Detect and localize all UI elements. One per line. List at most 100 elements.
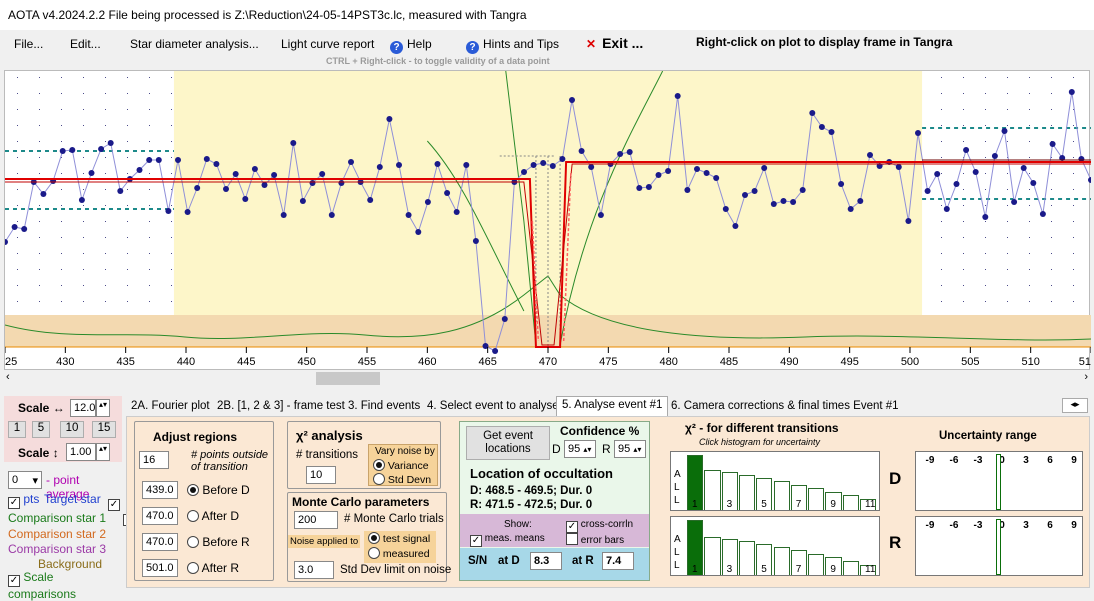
scale-v-input[interactable]: 1.00 <box>66 443 96 461</box>
tab-analyse-event[interactable]: 5. Analyse event #1 <box>556 396 669 416</box>
histogram-bar[interactable] <box>860 499 877 510</box>
histogram-bar[interactable] <box>704 536 721 575</box>
histogram-bar[interactable] <box>687 455 704 510</box>
point-average-select[interactable]: 0 ▾ <box>8 471 42 489</box>
tab-fourier[interactable]: 2A. Fourier plot <box>131 400 210 412</box>
data-point <box>924 188 931 194</box>
tab-scroll-icon[interactable]: ◂▸ <box>1062 398 1088 413</box>
before-r-radio[interactable] <box>187 536 199 548</box>
after-d-radio[interactable] <box>187 510 199 522</box>
menu-light-curve-report[interactable]: Light curve report <box>281 37 375 51</box>
points-outside-input[interactable]: 16 <box>139 451 169 469</box>
stddev-option[interactable]: Std Devn <box>373 473 431 486</box>
histogram-bar[interactable] <box>721 538 738 575</box>
histogram-bar[interactable] <box>790 550 808 575</box>
histogram-bar[interactable] <box>756 543 773 575</box>
before-r-value[interactable]: 470.0 <box>142 533 178 551</box>
histogram-bar[interactable] <box>842 495 859 510</box>
scale-comparisons-toggle[interactable]: ✓ Scale comparisons <box>8 570 122 601</box>
meas-means-checkbox[interactable]: ✓ <box>470 535 482 547</box>
data-point <box>780 198 787 204</box>
after-r-value[interactable]: 501.0 <box>142 559 178 577</box>
zoom-10-button[interactable]: 10 <box>60 421 84 438</box>
test-signal-option[interactable]: test signal <box>368 532 430 545</box>
histogram-bar[interactable] <box>842 561 859 575</box>
stddev-radio[interactable] <box>373 473 385 485</box>
histogram-bar[interactable] <box>825 491 842 510</box>
error-bars-checkbox[interactable] <box>566 533 578 545</box>
before-d-radio[interactable] <box>187 484 199 496</box>
confidence-r-input[interactable]: 95 ▴▾ <box>614 440 646 458</box>
menu-star-diameter[interactable]: Star diameter analysis... <box>130 37 259 51</box>
chi-histogram-d[interactable]: A L L 1 3 5 7 9 11 <box>670 451 880 511</box>
histogram-bar[interactable] <box>704 469 721 510</box>
after-r-radio[interactable] <box>187 562 199 574</box>
after-d-option[interactable]: After D <box>187 509 239 523</box>
scroll-right-icon[interactable]: › <box>1084 371 1088 383</box>
before-r-option[interactable]: Before R <box>187 535 250 549</box>
histogram-bar[interactable] <box>756 478 773 510</box>
meas-means-option[interactable]: ✓ meas. means <box>470 533 545 547</box>
histogram-bar[interactable] <box>808 488 825 510</box>
chi-histogram-r[interactable]: A L L 1 3 5 7 9 11 <box>670 516 880 576</box>
zoom-15-button[interactable]: 15 <box>92 421 116 438</box>
histogram-bar[interactable] <box>860 565 877 575</box>
tab-frame-test[interactable]: 2B. [1, 2 & 3] - frame test <box>217 400 345 412</box>
histogram-bar[interactable] <box>790 484 808 510</box>
scale-h-input[interactable]: 12.0 <box>70 399 96 417</box>
uncertainty-r[interactable]: -9 -6 -3 0 3 6 9 <box>915 516 1083 576</box>
transitions-input[interactable]: 10 <box>306 466 336 484</box>
histogram-bar[interactable] <box>808 554 825 575</box>
confidence-d-input[interactable]: 95 ▴▾ <box>564 440 596 458</box>
histogram-bar[interactable] <box>773 546 790 575</box>
histogram-bar[interactable] <box>738 474 756 510</box>
test-signal-radio[interactable] <box>368 532 380 544</box>
scale-v-spinner[interactable]: ▴▾ <box>96 443 110 461</box>
histogram-bar[interactable] <box>721 472 738 510</box>
menu-exit[interactable]: ✕ Exit ... <box>586 35 643 51</box>
mc-trials-input[interactable]: 200 <box>294 511 338 529</box>
light-curve-plot[interactable]: 25 430 435 440 445 450 455 460 465 470 475 480 485 49… <box>2 70 1094 371</box>
histogram-bar[interactable] <box>773 481 790 510</box>
tab-select-event[interactable]: 4. Select event to analyse <box>427 400 559 412</box>
variance-option[interactable]: Variance <box>373 459 429 472</box>
transitions-value: 10 <box>310 469 323 481</box>
grid-dot <box>39 205 40 206</box>
menu-file[interactable]: File... <box>14 37 44 51</box>
menu-edit[interactable]: Edit... <box>70 37 101 51</box>
sd-limit-input[interactable]: 3.0 <box>294 561 334 579</box>
measured-radio[interactable] <box>368 547 380 559</box>
variance-radio[interactable] <box>373 459 385 471</box>
zoom-1-button[interactable]: 1 <box>8 421 26 438</box>
pts-checkbox[interactable]: ✓ <box>8 497 20 509</box>
before-d-value[interactable]: 439.0 <box>142 481 178 499</box>
after-d-value[interactable]: 470.0 <box>142 507 178 525</box>
light-curve-svg[interactable]: 25 430 435 440 445 450 455 460 465 470 475 480 485 49… <box>2 70 1094 371</box>
data-point <box>271 172 278 178</box>
histogram-bar[interactable] <box>825 557 842 575</box>
target-star-checkbox[interactable]: ✓ <box>108 499 120 511</box>
after-r-option[interactable]: After R <box>187 561 239 575</box>
scroll-left-icon[interactable]: ‹ <box>6 371 10 383</box>
zoom-5-button[interactable]: 5 <box>32 421 50 438</box>
error-bars-option[interactable]: error bars <box>566 533 624 546</box>
cross-corr-checkbox[interactable]: ✓ <box>566 521 578 533</box>
measured-option[interactable]: measured <box>368 547 430 560</box>
scale-h-spinner[interactable]: ▴▾ <box>96 399 110 417</box>
pts-toggle[interactable]: ✓ pts <box>8 492 39 509</box>
scroll-thumb[interactable] <box>316 372 380 385</box>
get-event-locations-button[interactable]: Get event locations <box>466 426 550 460</box>
histogram-bar[interactable] <box>687 520 704 575</box>
menu-help[interactable]: ? Help <box>390 37 432 54</box>
cross-corr-option[interactable]: ✓ cross-corrln <box>566 519 633 533</box>
show-options-box: Show: ✓ meas. means ✓ cross-corrln error… <box>460 514 649 547</box>
histogram-bar[interactable] <box>738 540 756 575</box>
plot-scrollbar[interactable]: ‹ › <box>4 370 1090 387</box>
grid-dot <box>941 109 942 110</box>
scale-comparisons-checkbox[interactable]: ✓ <box>8 575 20 587</box>
menu-hints[interactable]: ? Hints and Tips <box>466 37 559 54</box>
before-d-option[interactable]: Before D <box>187 483 250 497</box>
tab-find-events[interactable]: 3. Find events <box>348 400 421 412</box>
uncertainty-d[interactable]: -9 -6 -3 0 3 6 9 <box>915 451 1083 511</box>
tab-camera-corrections[interactable]: 6. Camera corrections & final times Even… <box>671 400 899 412</box>
